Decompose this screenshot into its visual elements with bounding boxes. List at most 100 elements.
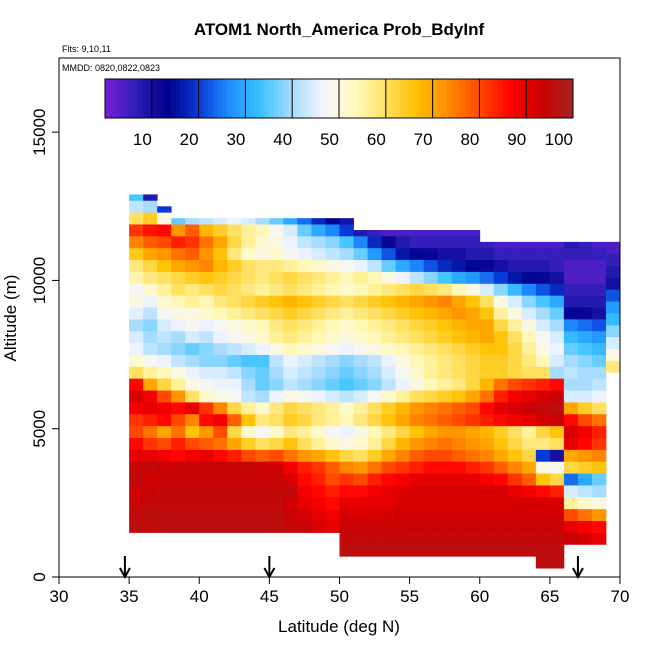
heatmap-cell	[437, 307, 453, 320]
heatmap-cell	[423, 437, 439, 450]
heatmap-cell	[199, 378, 214, 391]
heatmap-cell	[535, 473, 551, 486]
heatmap-cell	[283, 218, 298, 225]
heatmap-cell	[311, 271, 326, 284]
heatmap-cell	[493, 283, 509, 296]
heatmap-cell	[409, 342, 425, 355]
heatmap-cell	[479, 354, 495, 367]
heatmap-cell	[591, 390, 607, 403]
heatmap-cell	[605, 253, 621, 266]
heatmap-cell	[269, 390, 284, 403]
heatmap-cell	[591, 378, 607, 391]
heatmap-cell	[283, 366, 298, 379]
heatmap-cell	[241, 508, 256, 522]
heatmap-cell	[339, 247, 354, 261]
heatmap-cell	[213, 354, 228, 367]
heatmap-cell	[507, 437, 523, 450]
heatmap-cell	[479, 413, 495, 427]
heatmap-cell	[563, 437, 579, 450]
heatmap-cell	[213, 449, 228, 462]
heatmap-cell	[479, 520, 495, 533]
y-tick-label: 15000	[30, 109, 49, 156]
heatmap-cell	[605, 348, 621, 361]
heatmap-cell	[185, 342, 200, 355]
heatmap-cell	[395, 247, 411, 261]
heatmap-cell	[297, 271, 312, 284]
heatmap-cell	[549, 390, 565, 403]
heatmap-cell	[311, 520, 326, 533]
colorbar-segment	[413, 79, 420, 118]
heatmap-cell	[535, 449, 551, 462]
heatmap-cell	[213, 366, 228, 379]
heatmap-cell	[213, 247, 228, 261]
heatmap-cell	[437, 473, 453, 486]
heatmap-cell	[451, 425, 467, 439]
heatmap-cell	[157, 461, 172, 474]
heatmap-cell	[437, 437, 453, 450]
heatmap-cell	[563, 378, 579, 391]
heatmap-cell	[171, 520, 186, 533]
heatmap-cell	[381, 378, 396, 391]
heatmap-cell	[563, 508, 579, 522]
heatmap-cell	[227, 307, 242, 320]
heatmap-cell	[283, 342, 298, 355]
colorbar-segment	[287, 79, 293, 118]
heatmap-cell	[605, 241, 621, 255]
colorbar-segment	[207, 79, 214, 118]
heatmap-cell	[563, 473, 579, 486]
colorbar-segment	[390, 79, 396, 118]
heatmap-cell	[549, 508, 565, 522]
heatmap-cell	[549, 271, 565, 284]
heatmap-cell	[129, 307, 144, 320]
heatmap-cell	[479, 461, 495, 474]
heatmap-cell	[157, 413, 172, 427]
heatmap-cell	[591, 283, 607, 296]
colorbar-tick-label: 20	[180, 130, 199, 149]
heatmap-cell	[171, 342, 186, 355]
heatmap-cell	[255, 330, 270, 344]
heatmap-cell	[199, 342, 214, 355]
heatmap-cell	[213, 520, 228, 533]
heatmap-cell	[549, 485, 565, 498]
heatmap-cell	[521, 437, 537, 450]
heatmap-cell	[395, 366, 411, 379]
heatmap-cell	[157, 235, 172, 249]
heatmap-cell	[269, 378, 284, 391]
heatmap-cell	[129, 461, 144, 474]
heatmap-cell	[325, 366, 340, 379]
heatmap-cell	[549, 342, 565, 355]
heatmap-cell	[143, 425, 158, 439]
colorbar-segment	[376, 79, 382, 118]
heatmap-cell	[353, 520, 368, 533]
heatmap-cell	[577, 241, 593, 249]
heatmap-cell	[199, 247, 214, 261]
heatmap-cell	[479, 295, 495, 308]
heatmap-cell	[311, 366, 326, 379]
heatmap-cell	[143, 413, 158, 427]
heatmap-cell	[283, 235, 298, 249]
heatmap-cell	[283, 330, 298, 344]
heatmap-cell	[367, 449, 382, 462]
heatmap-cell	[339, 330, 354, 344]
heatmap-cell	[479, 342, 495, 355]
heatmap-cell	[241, 247, 256, 261]
heatmap-cell	[311, 378, 326, 391]
heatmap-cell	[549, 366, 565, 379]
colorbar-tick-label: 100	[545, 130, 573, 149]
heatmap-cell	[451, 508, 467, 522]
colorbar-segment	[456, 79, 462, 118]
heatmap-cell	[451, 330, 467, 344]
colorbar-segment	[399, 79, 406, 118]
y-tick-label: 0	[30, 572, 49, 581]
heatmap-cell	[241, 283, 256, 296]
heatmap-cell	[269, 224, 284, 237]
colorbar-segment	[353, 79, 359, 118]
heatmap-cell	[297, 218, 312, 225]
heatmap-cell	[213, 402, 228, 415]
colorbar-segment	[254, 79, 260, 118]
heatmap-cell	[451, 354, 467, 367]
heatmap-cell	[269, 235, 284, 249]
heatmap-cell	[577, 437, 593, 450]
heatmap-cell	[157, 307, 172, 320]
heatmap-cell	[563, 318, 579, 332]
